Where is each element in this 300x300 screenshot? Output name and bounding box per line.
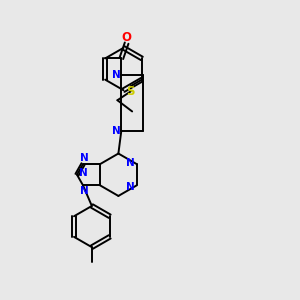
Text: N: N <box>112 70 120 80</box>
Text: N: N <box>127 158 135 168</box>
Text: N: N <box>80 186 89 196</box>
Text: S: S <box>126 85 135 98</box>
Text: N: N <box>79 168 88 178</box>
Text: N: N <box>80 153 89 163</box>
Text: N: N <box>127 182 135 192</box>
Text: N: N <box>112 126 120 136</box>
Text: O: O <box>122 31 132 44</box>
